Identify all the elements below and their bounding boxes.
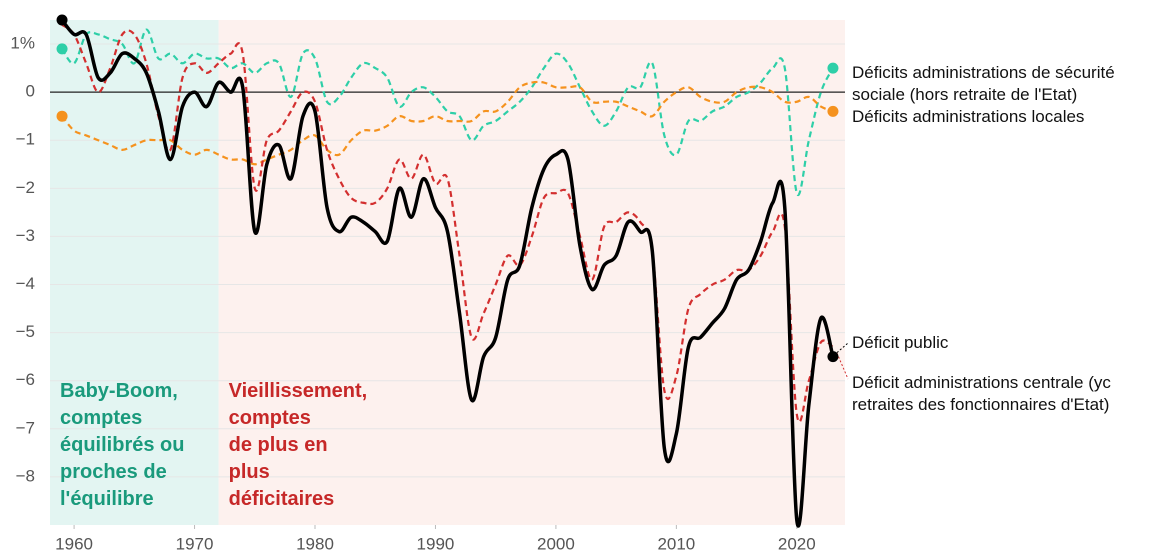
y-tick-label: −2 <box>16 178 35 197</box>
region <box>50 20 219 525</box>
legend-label: Déficit public <box>852 333 949 352</box>
y-tick-label: −7 <box>16 418 35 437</box>
region-label: comptes <box>60 407 143 429</box>
series-line <box>61 28 834 197</box>
end-dot <box>827 351 839 363</box>
end-dot <box>56 43 68 55</box>
y-tick-label: 0 <box>26 82 35 101</box>
region-label: Baby-Boom, <box>60 380 178 402</box>
region-label: l'équilibre <box>60 488 154 510</box>
x-tick-label: 1970 <box>176 534 214 553</box>
end-dot <box>56 14 68 26</box>
region <box>218 20 846 525</box>
x-tick-label: 2020 <box>778 534 816 553</box>
end-dot <box>827 105 839 117</box>
region-label: comptes <box>228 407 311 429</box>
y-tick-label: −1 <box>16 130 35 149</box>
y-tick-label: −8 <box>16 466 35 485</box>
y-tick-label: −6 <box>16 370 35 389</box>
y-tick-label: −4 <box>16 274 35 293</box>
legend-label: Déficit administrations centrale (yc ret… <box>852 373 1111 414</box>
end-dot <box>827 62 839 74</box>
series-line <box>60 18 835 528</box>
label-connector <box>836 342 849 354</box>
label-connector <box>836 352 849 380</box>
y-tick-label: 1% <box>10 34 35 53</box>
x-tick-label: 1980 <box>296 534 334 553</box>
region-label: déficitaires <box>228 488 335 510</box>
region-label: plus <box>228 461 270 483</box>
x-tick-label: 1990 <box>417 534 455 553</box>
region-label: de plus en <box>228 434 328 456</box>
legend-label: Déficits administrations locales <box>852 107 1085 126</box>
legend-label: Déficits administrations de sécurité soc… <box>852 63 1115 104</box>
end-dot <box>56 110 68 122</box>
region-label: équilibrés ou <box>60 434 185 456</box>
x-tick-label: 1960 <box>55 534 93 553</box>
series-line <box>61 80 834 166</box>
x-tick-label: 2010 <box>657 534 695 553</box>
y-tick-label: −5 <box>16 322 35 341</box>
series-line <box>61 23 834 423</box>
region-label: Vieillissement, <box>228 380 368 402</box>
x-tick-label: 2000 <box>537 534 575 553</box>
region-label: proches de <box>60 461 167 483</box>
y-tick-label: −3 <box>16 226 35 245</box>
